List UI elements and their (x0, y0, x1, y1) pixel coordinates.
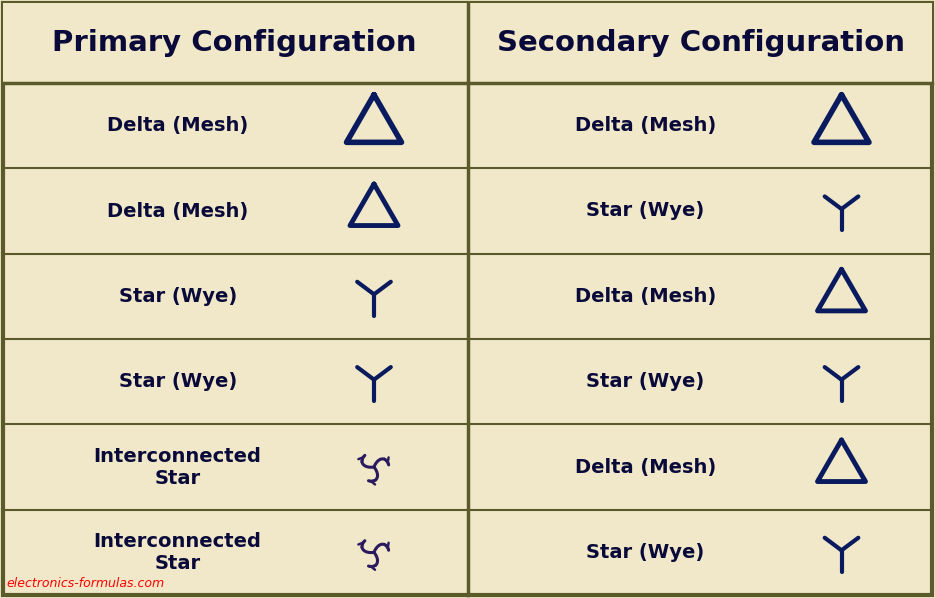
Text: electronics-formulas.com: electronics-formulas.com (6, 577, 165, 590)
Text: Delta (Mesh): Delta (Mesh) (574, 457, 716, 477)
Text: Secondary Configuration: Secondary Configuration (497, 29, 905, 57)
Text: Star (Wye): Star (Wye) (119, 287, 237, 306)
Text: Delta (Mesh): Delta (Mesh) (107, 202, 249, 221)
Text: Delta (Mesh): Delta (Mesh) (107, 116, 249, 135)
Text: Delta (Mesh): Delta (Mesh) (574, 287, 716, 306)
Text: Primary Configuration: Primary Configuration (51, 29, 416, 57)
Text: Interconnected
Star: Interconnected Star (94, 532, 262, 573)
Text: Delta (Mesh): Delta (Mesh) (574, 116, 716, 135)
Text: Star (Wye): Star (Wye) (586, 202, 704, 221)
Text: Star (Wye): Star (Wye) (586, 543, 704, 562)
Text: Star (Wye): Star (Wye) (119, 372, 237, 391)
Text: Interconnected
Star: Interconnected Star (94, 447, 262, 487)
Text: Star (Wye): Star (Wye) (586, 372, 704, 391)
Bar (3, 3, 932, 83)
